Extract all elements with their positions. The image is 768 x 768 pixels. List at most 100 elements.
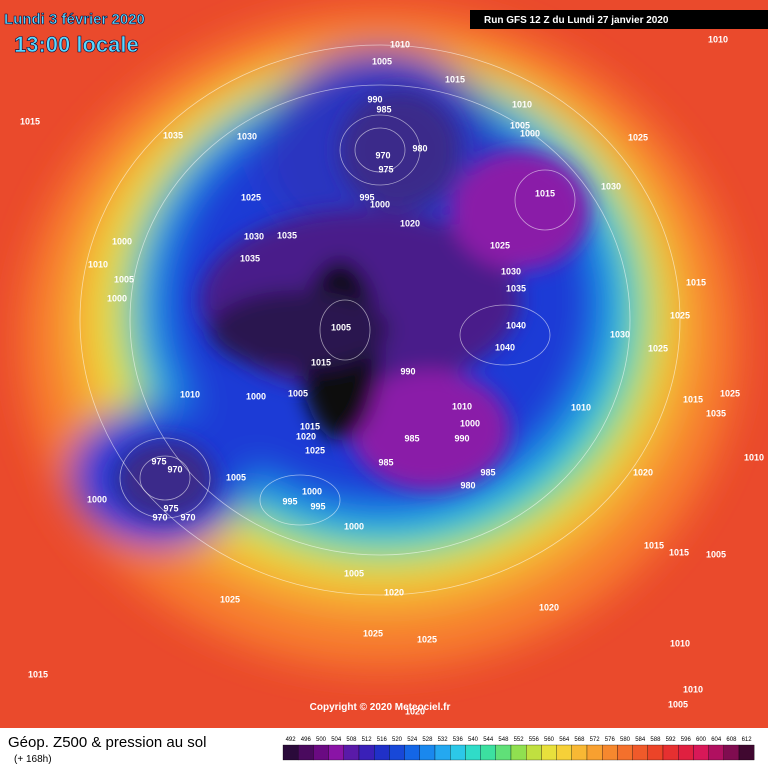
pressure-label: 1005 [331,322,351,332]
pressure-label: 1010 [670,638,690,648]
legend-swatch [480,744,496,761]
pressure-label: 1000 [87,494,107,504]
legend-swatch [647,744,664,761]
legend-swatch [434,744,451,761]
legend-value: 512 [362,737,373,743]
legend-value: 552 [514,737,525,743]
legend-swatch [282,744,299,761]
legend-swatch [708,744,724,761]
pressure-label: 985 [378,457,393,467]
legend: 492 496 500 504 508 512 516 520 524 528 532 536 540 5… [282,737,755,761]
pressure-label: 1025 [220,594,240,604]
pressure-label: 975 [151,456,166,466]
legend-swatch [571,744,588,761]
pressure-label: 1035 [163,130,183,140]
pressure-label: 1000 [460,418,480,428]
legend-value: 500 [316,737,327,743]
pressure-label: 1025 [490,240,510,250]
pressure-label: 1025 [648,343,668,353]
pressure-label: 1040 [506,320,526,330]
pressure-label: 1005 [344,568,364,578]
pressure-label: 1025 [720,388,740,398]
pressure-label: 1005 [114,274,134,284]
pressure-label: 1025 [241,192,261,202]
legend-value: 536 [453,737,464,743]
legend-value: 596 [681,737,692,743]
legend-value: 608 [726,737,737,743]
legend-swatch [602,744,618,761]
pressure-label: 995 [359,192,374,202]
pressure-label: 1030 [237,131,257,141]
legend-value: 540 [468,737,479,743]
pressure-label: 1010 [512,99,532,109]
pressure-label: 1010 [180,389,200,399]
legend-value: 520 [392,737,403,743]
legend-value: 516 [377,737,388,743]
legend-value: 612 [742,737,753,743]
legend-swatch [632,744,648,761]
legend-swatch [541,744,557,761]
pressure-label: 1025 [363,628,383,638]
legend-value: 548 [498,737,509,743]
legend-swatch [389,744,405,761]
legend-value: 560 [544,737,555,743]
date: Lundi 3 février 2020 [4,11,145,28]
pressure-label: 1015 [644,540,664,550]
legend-swatch [450,744,466,761]
legend-swatch [738,744,755,761]
footer-title: Géop. Z500 & pression au sol [8,734,206,751]
legend-swatch [419,744,436,761]
legend-swatch [586,744,603,761]
pressure-label: 975 [378,164,393,174]
pressure-label: 970 [180,512,195,522]
pressure-label: 980 [460,480,475,490]
legend-swatch [510,744,527,761]
legend-value: 584 [635,737,646,743]
legend-swatch [404,744,420,761]
legend-swatch [723,744,740,761]
legend-value: 580 [620,737,631,743]
pressure-label: 985 [376,104,391,114]
pressure-label: 1020 [296,431,316,441]
pressure-label: 1035 [240,253,260,263]
legend-swatch [343,744,360,761]
pressure-label: 1015 [445,74,465,84]
pressure-label: 1005 [226,472,246,482]
legend-value: 568 [574,737,585,743]
legend-swatch [298,744,314,761]
pressure-label: 1015 [300,421,320,431]
legend-swatch [374,744,390,761]
run-box [470,10,768,29]
pressure-label: 1000 [302,486,322,496]
pressure-label: 1000 [112,236,132,246]
pressure-label: 1025 [305,445,325,455]
pressure-label: 985 [480,467,495,477]
pressure-label: 1035 [506,283,526,293]
time: 13:00 locale [14,32,139,57]
legend-value: 576 [605,737,616,743]
legend-swatch [465,744,481,761]
pressure-label: 1030 [244,231,264,241]
pressure-label: 970 [152,512,167,522]
legend-swatch [328,744,344,761]
legend-value: 604 [711,737,722,743]
pressure-label: 1025 [670,310,690,320]
pressure-label: 1015 [669,547,689,557]
pressure-label: 970 [375,150,390,160]
legend-swatch [693,744,709,761]
pressure-label: 1015 [311,357,331,367]
legend-value: 528 [422,737,433,743]
pressure-label: 1000 [107,293,127,303]
legend-value: 572 [590,737,601,743]
map-field [0,0,768,728]
pressure-label: 980 [412,143,427,153]
legend-swatch [556,744,572,761]
legend-value: 588 [650,737,661,743]
pressure-label: 975 [163,503,178,513]
pressure-label: 990 [400,366,415,376]
pressure-label: 1010 [683,684,703,694]
pressure-label: 1025 [417,634,437,644]
pressure-label: 1020 [400,218,420,228]
pressure-label: 1005 [510,120,530,130]
pressure-label: 1010 [744,452,764,462]
